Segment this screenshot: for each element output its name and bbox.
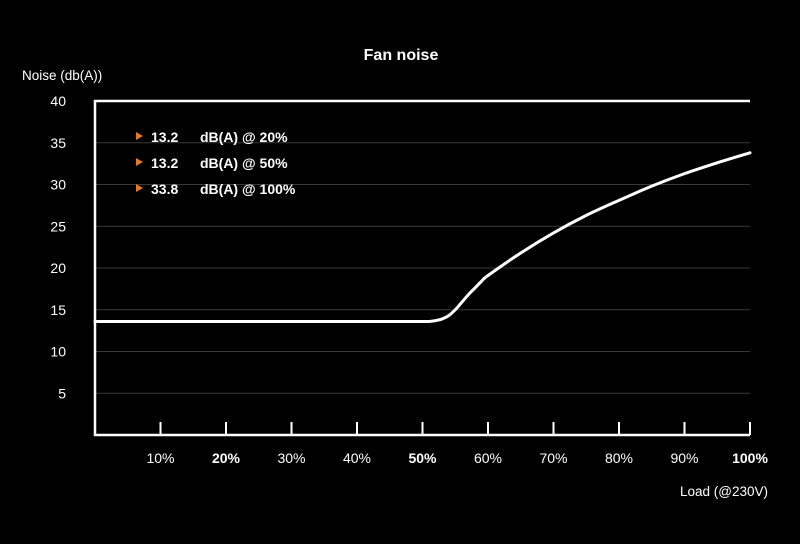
annotation-item: 13.2 dB(A) @ 20% [136, 129, 288, 145]
noise-curve-line [93, 151, 752, 324]
annotation-value: 33.8 [151, 181, 178, 197]
y-axis-label: Noise (db(A)) [22, 68, 102, 83]
annotation-list: 13.2 dB(A) @ 20% 13.2 dB(A) @ 50% 33.8 dB(A) … [136, 129, 296, 197]
annotation-value: 13.2 [151, 129, 178, 145]
x-tick-label: 40% [343, 450, 371, 466]
x-tick-label: 10% [146, 450, 174, 466]
annotation-value: 13.2 [151, 155, 178, 171]
x-tick-label: 80% [605, 450, 633, 466]
annotation-item: 13.2 dB(A) @ 50% [136, 155, 288, 171]
triangle-bullet-icon [136, 132, 143, 140]
chart-title: Fan noise [364, 47, 439, 64]
x-tick-label: 50% [408, 450, 437, 466]
triangle-bullet-icon [136, 184, 143, 192]
x-tick-label: 60% [474, 450, 502, 466]
x-tick-label: 90% [670, 450, 698, 466]
series-layer [93, 151, 752, 324]
annotation-text: dB(A) @ 20% [200, 129, 288, 145]
annotation-text: dB(A) @ 100% [200, 181, 296, 197]
x-tick-label: 30% [277, 450, 305, 466]
y-tick-label: 15 [50, 302, 66, 318]
x-axis-label: Load (@230V) [680, 484, 768, 499]
x-tick-label: 100% [732, 450, 768, 466]
y-tick-label: 30 [50, 177, 66, 193]
y-tick-label: 40 [50, 93, 66, 109]
y-tick-label: 10 [50, 344, 66, 360]
x-tick-label: 20% [212, 450, 241, 466]
plot-frame [93, 99, 751, 437]
y-tick-label: 25 [50, 218, 66, 234]
y-tick-label: 20 [50, 260, 66, 276]
y-tick-labels: 5 10 15 20 25 30 35 40 [50, 93, 66, 401]
y-tick-label: 35 [50, 135, 66, 151]
y-tick-label: 5 [58, 385, 66, 401]
triangle-bullet-icon [136, 158, 143, 166]
annotation-item: 33.8 dB(A) @ 100% [136, 181, 296, 197]
grid-lines [95, 100, 750, 394]
annotation-text: dB(A) @ 50% [200, 155, 288, 171]
x-tick-labels: 10% 20% 30% 40% 50% 60% 70% 80% 90% 100% [146, 450, 768, 466]
x-tick-label: 70% [539, 450, 567, 466]
